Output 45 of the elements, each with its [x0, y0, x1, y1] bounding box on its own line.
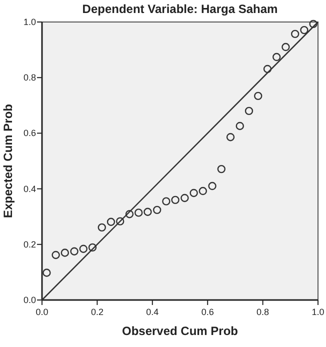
x-tick-label: 0.8 [256, 307, 270, 317]
y-tick-label: 0.6 [23, 128, 36, 138]
point [208, 182, 216, 190]
point [116, 217, 124, 226]
point [162, 197, 170, 206]
point [254, 92, 262, 100]
point [263, 64, 272, 74]
x-tick-label: 1.0 [312, 307, 324, 317]
point [70, 247, 78, 256]
point [88, 243, 97, 252]
x-axis-title: Observed Cum Prob [122, 324, 238, 338]
point [282, 42, 290, 52]
x-tick-label: 0.6 [201, 307, 214, 317]
point [171, 196, 180, 204]
x-tick-label: 0.2 [90, 307, 104, 317]
point [226, 132, 235, 142]
chart-title: Dependent Variable: Harga Saham [82, 2, 278, 16]
y-axis-title: Expected Cum Prob [1, 104, 15, 218]
point [236, 122, 244, 130]
point [60, 248, 70, 257]
point [300, 26, 308, 34]
point [125, 210, 134, 218]
y-tick-label: 0.0 [23, 295, 36, 305]
x-tick-label: 0.4 [146, 307, 159, 317]
point [106, 218, 116, 226]
point [79, 244, 88, 253]
point [52, 250, 60, 260]
point [134, 208, 143, 217]
point [244, 106, 254, 116]
point [290, 30, 300, 38]
point [217, 164, 226, 174]
point [98, 223, 106, 232]
point [42, 268, 51, 277]
point [152, 206, 162, 214]
x-tick-label: 0.0 [36, 307, 48, 317]
point [309, 20, 318, 28]
point [198, 186, 208, 196]
point [180, 194, 189, 202]
point [190, 188, 198, 198]
y-tick-label: 1.0 [23, 17, 36, 27]
y-tick-label: 0.4 [23, 184, 36, 194]
point [144, 208, 152, 216]
point [272, 52, 281, 62]
y-tick-label: 0.8 [23, 72, 36, 83]
y-tick-label: 0.2 [23, 239, 36, 250]
